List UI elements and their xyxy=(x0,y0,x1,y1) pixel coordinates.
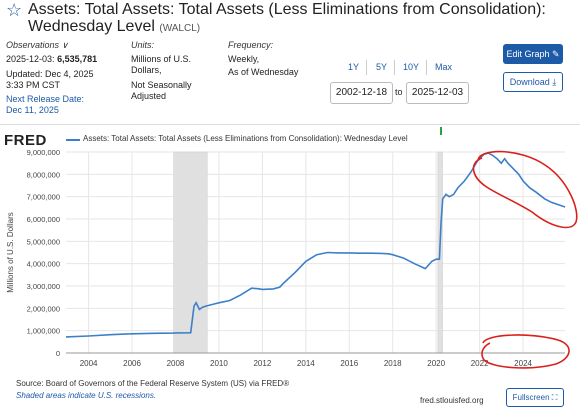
y-tick-label: 1,000,000 xyxy=(27,327,60,336)
end-date-input[interactable]: 2025-12-03 xyxy=(406,82,469,104)
range-divider xyxy=(394,60,395,75)
series-title: Assets: Total Assets: Total Assets (Less… xyxy=(28,1,546,35)
fred-url[interactable]: fred.stlouisfed.org xyxy=(420,396,484,405)
series-line xyxy=(65,152,566,338)
recession-note[interactable]: Shaded areas indicate U.S. recessions. xyxy=(16,391,157,400)
chevron-down-icon: ∨ xyxy=(61,40,69,50)
units-label: Units: xyxy=(131,40,155,50)
start-date-input[interactable]: 2002-12-18 xyxy=(330,82,393,104)
x-tick-label: 2012 xyxy=(253,359,271,368)
x-tick-label: 2020 xyxy=(427,359,445,368)
frequency-label: Frequency: xyxy=(228,40,274,50)
units-line4: Adjusted xyxy=(131,91,167,101)
observation-value: 6,535,781 xyxy=(57,54,98,64)
date-to-label: to xyxy=(395,87,403,97)
series-line-group xyxy=(65,152,566,338)
fullscreen-button[interactable]: Fullscreen ⛶ xyxy=(506,388,564,407)
y-tick-label: 8,000,000 xyxy=(27,170,60,179)
x-tick-label: 2006 xyxy=(123,359,141,368)
annotation-circle-bottom xyxy=(481,334,570,369)
x-tick-label: 2008 xyxy=(167,359,185,368)
frequency-line2: As of Wednesday xyxy=(228,67,299,77)
units-block: Units: Millions of U.S. Dollars, Not Sea… xyxy=(131,40,221,102)
observations-dropdown[interactable]: Observations ∨ xyxy=(6,40,116,51)
range-divider xyxy=(426,60,427,75)
observations-block: Observations ∨ 2025-12-03: 6,535,781 Upd… xyxy=(6,40,116,116)
fred-logo: FRED xyxy=(4,132,47,149)
series-code: (WALCL) xyxy=(159,23,201,34)
x-tick-label: 2022 xyxy=(471,359,489,368)
y-tick-label: 9,000,000 xyxy=(27,148,60,157)
section-divider xyxy=(0,124,580,125)
y-tick-label: 7,000,000 xyxy=(27,193,60,202)
x-tick-label: 2014 xyxy=(297,359,315,368)
y-tick-label: 3,000,000 xyxy=(27,282,60,291)
annotation-group xyxy=(440,127,578,369)
units-line3: Not Seasonally xyxy=(131,80,192,90)
frequency-line1: Weekly, xyxy=(228,54,260,64)
annotation-circle-top xyxy=(472,150,578,229)
range-5y[interactable]: 5Y xyxy=(376,62,388,72)
y-axis-label: Millions of U.S. Dollars xyxy=(6,212,15,292)
legend-swatch xyxy=(66,139,80,141)
star-icon[interactable]: ☆ xyxy=(6,0,23,20)
frequency-block: Frequency: Weekly, As of Wednesday xyxy=(228,40,328,78)
x-tick-label: 2004 xyxy=(80,359,98,368)
next-release-date: Dec 11, 2025 xyxy=(6,105,59,115)
edit-graph-button[interactable]: Edit Graph ✎ xyxy=(503,44,563,64)
y-tick-label: 5,000,000 xyxy=(27,237,60,246)
range-divider xyxy=(366,60,367,75)
recession-band xyxy=(173,151,208,354)
range-10y[interactable]: 10Y xyxy=(403,62,420,72)
chart-grid xyxy=(66,151,565,354)
observations-label: Observations xyxy=(6,40,60,50)
observation-latest: 2025-12-03: 6,535,781 xyxy=(6,54,116,65)
page-title: Assets: Total Assets: Total Assets (Less… xyxy=(28,1,548,37)
chart-axes: 0 1,000,000 2,000,000 3,000,000 4,000,000 5,0… xyxy=(6,148,565,368)
x-tick-label: 2024 xyxy=(514,359,532,368)
y-tick-label: 4,000,000 xyxy=(27,260,60,269)
source-note: Source: Board of Governors of the Federa… xyxy=(16,379,290,388)
y-tick-label: 2,000,000 xyxy=(27,304,60,313)
download-button[interactable]: Download ⤓ xyxy=(503,72,563,92)
next-release-label: Next Release Date: xyxy=(6,94,85,104)
range-1y[interactable]: 1Y xyxy=(348,62,360,72)
observation-date: 2025-12-03: xyxy=(6,54,55,64)
y-tick-label: 0 xyxy=(56,349,60,358)
updated-text: Updated: Dec 4, 2025 xyxy=(6,69,94,79)
green-marker xyxy=(440,127,442,135)
recession-shading xyxy=(173,151,443,354)
x-tick-label: 2010 xyxy=(210,359,228,368)
chart-legend: Assets: Total Assets: Total Assets (Less… xyxy=(83,134,408,143)
range-max[interactable]: Max xyxy=(435,62,453,72)
x-tick-label: 2018 xyxy=(384,359,402,368)
units-line2: Dollars, xyxy=(131,65,162,75)
x-tick-label: 2016 xyxy=(340,359,358,368)
units-line1: Millions of U.S. xyxy=(131,54,192,64)
updated-time: 3:33 PM CST xyxy=(6,80,61,90)
y-tick-label: 6,000,000 xyxy=(27,215,60,224)
